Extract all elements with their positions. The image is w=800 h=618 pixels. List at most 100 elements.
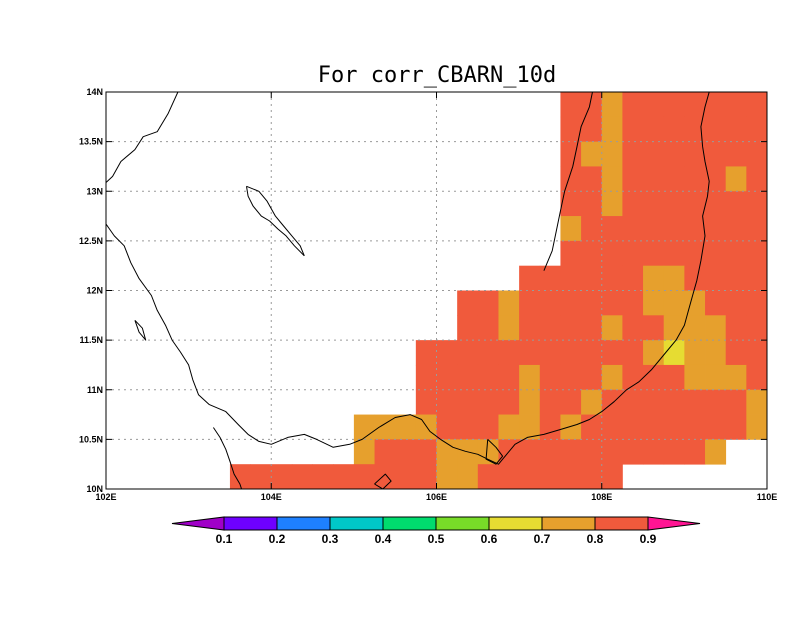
field-cell bbox=[560, 191, 582, 217]
field-cell bbox=[746, 240, 767, 267]
field-cell bbox=[684, 439, 706, 465]
field-cell bbox=[581, 191, 603, 217]
field-cell bbox=[705, 414, 727, 440]
field-cell bbox=[746, 92, 767, 118]
field-cell bbox=[767, 365, 788, 390]
field-cell bbox=[519, 414, 541, 440]
colorbar-label: 0.3 bbox=[322, 532, 339, 546]
lat-tick-label: 10N bbox=[86, 484, 103, 494]
field-cell bbox=[767, 216, 788, 241]
colorbar-bin bbox=[435, 516, 490, 531]
lon-tick-label: 110E bbox=[757, 492, 778, 502]
field-cell bbox=[705, 240, 727, 267]
field-cell bbox=[705, 340, 727, 366]
coastline bbox=[374, 473, 392, 489]
field-cell bbox=[684, 315, 706, 341]
field-cell bbox=[560, 240, 582, 267]
field-cell bbox=[767, 92, 788, 117]
field-cell bbox=[374, 414, 396, 440]
field-cell bbox=[395, 489, 416, 514]
field-cell bbox=[415, 464, 437, 489]
field-cell bbox=[477, 315, 499, 341]
field-cell bbox=[353, 464, 375, 489]
colorbar-arrow-high bbox=[647, 516, 701, 531]
field-cell bbox=[498, 414, 520, 440]
field-cell bbox=[581, 141, 603, 167]
field-cell bbox=[643, 364, 665, 391]
field-cell bbox=[684, 116, 706, 143]
field-cell bbox=[746, 389, 767, 415]
field-cell bbox=[663, 166, 685, 192]
field-cell bbox=[725, 389, 747, 415]
field-cell bbox=[581, 389, 603, 415]
field-cell bbox=[788, 365, 800, 390]
field-cell bbox=[291, 464, 313, 489]
coastline bbox=[246, 186, 305, 257]
field-cell bbox=[725, 92, 747, 118]
lat-tick-label: 13N bbox=[86, 186, 103, 196]
field-cell bbox=[725, 166, 747, 192]
colorbar-bin bbox=[223, 516, 278, 531]
field-cell bbox=[601, 166, 623, 192]
field-cell bbox=[539, 364, 561, 391]
colorbar-label: 0.8 bbox=[587, 532, 604, 546]
field-cell bbox=[663, 265, 685, 291]
field-cell bbox=[622, 389, 644, 415]
field-cell bbox=[601, 414, 623, 440]
field-cell bbox=[788, 390, 800, 415]
field-cell bbox=[643, 340, 665, 366]
lon-tick-label: 106E bbox=[426, 492, 447, 502]
field-cell bbox=[601, 364, 623, 391]
field-cell bbox=[684, 141, 706, 167]
field-cell bbox=[436, 340, 458, 366]
field-cell bbox=[581, 340, 603, 366]
field-cell bbox=[560, 92, 582, 118]
field-cell bbox=[477, 414, 499, 440]
field-cell bbox=[375, 489, 396, 514]
field-cell bbox=[581, 216, 603, 242]
field-cell bbox=[684, 265, 706, 291]
field-cell bbox=[725, 414, 747, 440]
colorbar-label: 0.7 bbox=[534, 532, 551, 546]
colorbar-bin bbox=[488, 516, 543, 531]
field-cell bbox=[457, 389, 479, 415]
field-cell bbox=[354, 489, 375, 514]
field-cell bbox=[581, 315, 603, 341]
field-cell bbox=[663, 315, 685, 341]
field-cell bbox=[560, 141, 582, 167]
lat-tick-label: 13.5N bbox=[79, 137, 103, 147]
field-cell bbox=[622, 340, 644, 366]
field-cell bbox=[292, 489, 313, 514]
field-cell bbox=[519, 290, 541, 316]
field-cell bbox=[519, 265, 541, 291]
field-cell bbox=[477, 389, 499, 415]
field-cell bbox=[457, 290, 479, 316]
field-cell bbox=[539, 389, 561, 415]
field-cell bbox=[746, 315, 767, 341]
field-cell bbox=[746, 191, 767, 217]
field-cell bbox=[725, 290, 747, 316]
coastline bbox=[212, 427, 243, 489]
coastline bbox=[106, 92, 179, 184]
field-cell bbox=[725, 340, 747, 366]
field-cell bbox=[519, 464, 541, 489]
field-cell bbox=[312, 464, 334, 489]
field-cell bbox=[622, 265, 644, 291]
lon-tick-label: 104E bbox=[261, 492, 282, 502]
field-cell bbox=[560, 290, 582, 316]
field-cell bbox=[684, 389, 706, 415]
field-cell bbox=[746, 340, 767, 366]
field-cell bbox=[788, 216, 800, 241]
colorbar-label: 0.4 bbox=[375, 532, 392, 546]
field-cell bbox=[415, 364, 437, 391]
field-cell bbox=[684, 240, 706, 267]
field-cell bbox=[601, 265, 623, 291]
field-cell bbox=[601, 240, 623, 267]
field-cell bbox=[767, 142, 788, 167]
field-cell bbox=[581, 439, 603, 465]
field-cell bbox=[725, 364, 747, 391]
field-cell bbox=[353, 414, 375, 440]
field-cell bbox=[581, 92, 603, 118]
field-cell bbox=[250, 464, 272, 489]
correlation-field bbox=[229, 92, 800, 514]
